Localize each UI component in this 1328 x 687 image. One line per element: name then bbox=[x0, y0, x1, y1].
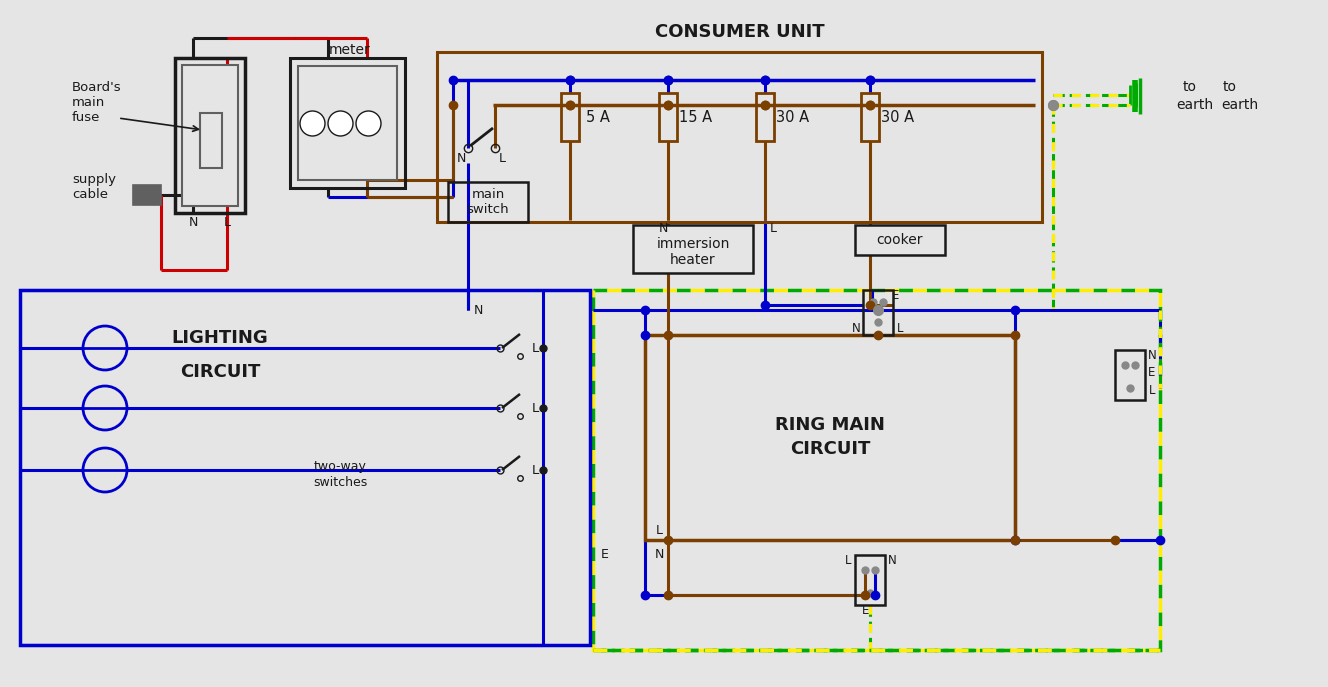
Bar bbox=[448, 182, 529, 222]
Bar bbox=[659, 93, 677, 141]
Text: L: L bbox=[845, 554, 851, 567]
Text: E: E bbox=[602, 548, 610, 561]
Text: earth: earth bbox=[1222, 98, 1259, 112]
Text: N: N bbox=[1147, 348, 1157, 361]
Text: E: E bbox=[862, 603, 870, 616]
Bar bbox=[175, 58, 244, 213]
Text: CONSUMER UNIT: CONSUMER UNIT bbox=[655, 23, 825, 41]
Text: L: L bbox=[223, 216, 231, 229]
Bar bbox=[594, 290, 1159, 650]
Text: 5 A: 5 A bbox=[586, 109, 610, 124]
Text: L: L bbox=[1149, 383, 1155, 396]
Text: earth: earth bbox=[1177, 98, 1214, 112]
Text: heater: heater bbox=[671, 253, 716, 267]
Text: L: L bbox=[896, 322, 903, 335]
Bar bbox=[855, 225, 946, 255]
Text: N: N bbox=[659, 221, 668, 234]
Bar bbox=[863, 290, 892, 335]
Bar bbox=[297, 66, 397, 180]
Text: cooker: cooker bbox=[876, 233, 923, 247]
Text: N: N bbox=[189, 216, 198, 229]
Text: N: N bbox=[887, 554, 896, 567]
Bar bbox=[290, 58, 405, 188]
Text: CIRCUIT: CIRCUIT bbox=[790, 440, 870, 458]
Bar bbox=[861, 93, 879, 141]
Bar bbox=[756, 93, 774, 141]
Text: to: to bbox=[1183, 80, 1197, 94]
Text: L: L bbox=[656, 523, 663, 537]
Text: meter: meter bbox=[329, 43, 371, 57]
Text: E: E bbox=[892, 289, 899, 302]
Bar bbox=[1116, 350, 1145, 400]
Text: N: N bbox=[655, 548, 664, 561]
Text: Board's
main
fuse: Board's main fuse bbox=[72, 80, 122, 124]
Text: L: L bbox=[498, 152, 506, 164]
Bar bbox=[133, 185, 161, 205]
Text: N: N bbox=[457, 152, 466, 164]
Text: E: E bbox=[1149, 365, 1155, 379]
Text: CIRCUIT: CIRCUIT bbox=[179, 363, 260, 381]
Text: L: L bbox=[769, 221, 777, 234]
Bar bbox=[645, 335, 1015, 540]
Text: switches: switches bbox=[313, 475, 367, 488]
Bar bbox=[437, 52, 1042, 222]
Bar bbox=[182, 65, 238, 206]
Text: N: N bbox=[473, 304, 482, 317]
Text: 30 A: 30 A bbox=[882, 109, 915, 124]
Text: N: N bbox=[851, 322, 861, 335]
Bar bbox=[633, 225, 753, 273]
Text: L: L bbox=[531, 401, 539, 414]
Bar bbox=[855, 555, 884, 605]
Bar bbox=[20, 290, 590, 645]
Text: supply
cable: supply cable bbox=[72, 173, 116, 201]
Bar bbox=[201, 113, 222, 168]
Text: RING MAIN: RING MAIN bbox=[776, 416, 884, 434]
Text: 15 A: 15 A bbox=[680, 109, 713, 124]
Bar bbox=[560, 93, 579, 141]
Text: 30 A: 30 A bbox=[777, 109, 810, 124]
Text: L: L bbox=[531, 464, 539, 477]
Text: to: to bbox=[1223, 80, 1236, 94]
Bar bbox=[594, 290, 1159, 650]
Text: LIGHTING: LIGHTING bbox=[171, 329, 268, 347]
Text: two-way: two-way bbox=[313, 460, 367, 473]
Text: main
switch: main switch bbox=[466, 188, 510, 216]
Text: L: L bbox=[531, 341, 539, 354]
Text: immersion: immersion bbox=[656, 237, 729, 251]
